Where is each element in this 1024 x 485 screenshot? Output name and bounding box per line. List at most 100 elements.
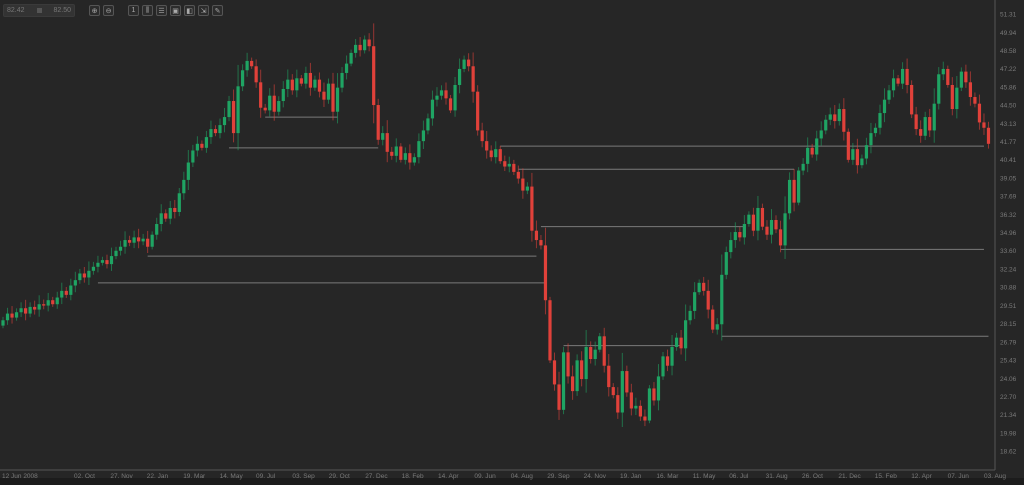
candle-up <box>78 273 82 281</box>
candle-up <box>674 337 679 347</box>
scrollbar-track[interactable] <box>0 478 1024 485</box>
candle-up <box>218 125 222 134</box>
y-tick-label: 44.50 <box>1000 103 1017 110</box>
candle-down <box>467 59 471 67</box>
candle-down <box>259 82 263 108</box>
candle-up <box>878 113 882 128</box>
candle-up <box>240 70 245 87</box>
candle-up <box>941 68 945 75</box>
candle-up <box>462 59 466 69</box>
candle-up <box>340 72 344 88</box>
y-tick-label: 41.77 <box>1000 139 1017 146</box>
x-tick-label: 18. Feb <box>402 473 424 480</box>
candle-up <box>381 133 385 140</box>
candle-up <box>435 95 439 100</box>
y-tick-label: 49.94 <box>1000 30 1017 37</box>
range-selector[interactable]: 82.42 82.50 <box>3 4 75 17</box>
layers-button[interactable]: ◧ <box>184 5 195 16</box>
candle-down <box>24 308 28 314</box>
y-tick-label: 51.31 <box>1000 12 1017 19</box>
x-tick-label: 04. Aug <box>511 473 533 480</box>
candle-down <box>973 97 977 104</box>
candle-down <box>498 149 502 162</box>
zoom-in-button[interactable]: ⊕ <box>89 5 100 16</box>
candle-down <box>10 313 14 318</box>
timeframe-button[interactable]: 1 <box>128 5 139 16</box>
candle-up <box>69 285 73 295</box>
candle-down <box>589 346 593 360</box>
candle-down <box>774 220 778 230</box>
candle-up <box>661 356 665 377</box>
candle-down <box>263 107 267 111</box>
candle-down <box>679 337 683 349</box>
candle-down <box>164 213 168 219</box>
candle-down <box>254 66 258 83</box>
candle-down <box>580 360 584 380</box>
candle-up <box>91 266 96 271</box>
candle-down <box>322 91 326 100</box>
candle-up <box>87 270 91 278</box>
candle-down <box>810 147 814 155</box>
candle-down <box>489 150 493 158</box>
candle-up <box>412 157 416 163</box>
x-tick-label: 14. Apr <box>438 473 459 480</box>
zoom-out-icon: ⊖ <box>105 7 112 15</box>
candle-up <box>177 193 181 212</box>
candle-up <box>326 83 331 100</box>
x-tick-label: 26. Oct <box>802 473 823 480</box>
y-tick-label: 30.88 <box>1000 285 1017 292</box>
y-tick-label: 25.43 <box>1000 357 1017 364</box>
candle-down <box>914 114 918 130</box>
y-tick-label: 34.96 <box>1000 230 1017 237</box>
candle-down <box>607 365 611 388</box>
zoom-out-button[interactable]: ⊖ <box>103 5 114 16</box>
candle-up <box>923 117 927 136</box>
candle-up <box>426 118 430 131</box>
candle-down <box>485 141 489 151</box>
x-tick-label: 12. Apr <box>911 473 932 480</box>
candle-up <box>195 143 199 151</box>
candle-up <box>797 170 801 203</box>
candle-up <box>96 262 100 267</box>
fit-screen-icon: ▣ <box>172 7 179 15</box>
fit-screen-button[interactable]: ▣ <box>170 5 181 16</box>
candle-down <box>638 405 642 417</box>
candle-type-button[interactable]: ⫼ <box>142 5 153 16</box>
indicators-icon: ☰ <box>158 7 165 15</box>
candle-up <box>620 371 624 413</box>
range-handle[interactable] <box>36 8 42 13</box>
candle-up <box>109 256 114 265</box>
candle-up <box>670 346 674 366</box>
candle-down <box>42 304 46 306</box>
candle-down <box>751 214 756 231</box>
indicators-button[interactable]: ☰ <box>156 5 167 16</box>
candle-up <box>584 346 588 380</box>
candle-up <box>73 280 77 286</box>
draw-button[interactable]: ✎ <box>212 5 223 16</box>
candle-up <box>295 78 299 91</box>
range-from: 82.42 <box>7 7 25 14</box>
x-tick-label: 15. Feb <box>875 473 897 480</box>
candle-up <box>724 252 728 275</box>
candle-down <box>919 129 923 136</box>
export-button[interactable]: ⇲ <box>198 5 209 16</box>
candle-down <box>250 60 254 67</box>
candle-down <box>173 207 177 212</box>
candle-down <box>82 273 86 278</box>
candle-up <box>403 153 407 160</box>
x-tick-label: 27. Dec <box>365 473 388 480</box>
candle-down <box>213 129 218 134</box>
x-tick-label: 16. Mar <box>656 473 679 480</box>
candle-down <box>448 98 453 111</box>
candle-down <box>317 79 322 92</box>
candle-up <box>14 312 19 318</box>
candle-up <box>236 86 240 134</box>
y-tick-label: 37.69 <box>1000 194 1017 201</box>
candle-down <box>968 82 972 98</box>
candle-up <box>114 250 118 257</box>
candle-down <box>105 260 109 265</box>
candle-down <box>308 72 312 88</box>
candle-up <box>118 246 123 251</box>
layers-icon: ◧ <box>186 7 193 15</box>
